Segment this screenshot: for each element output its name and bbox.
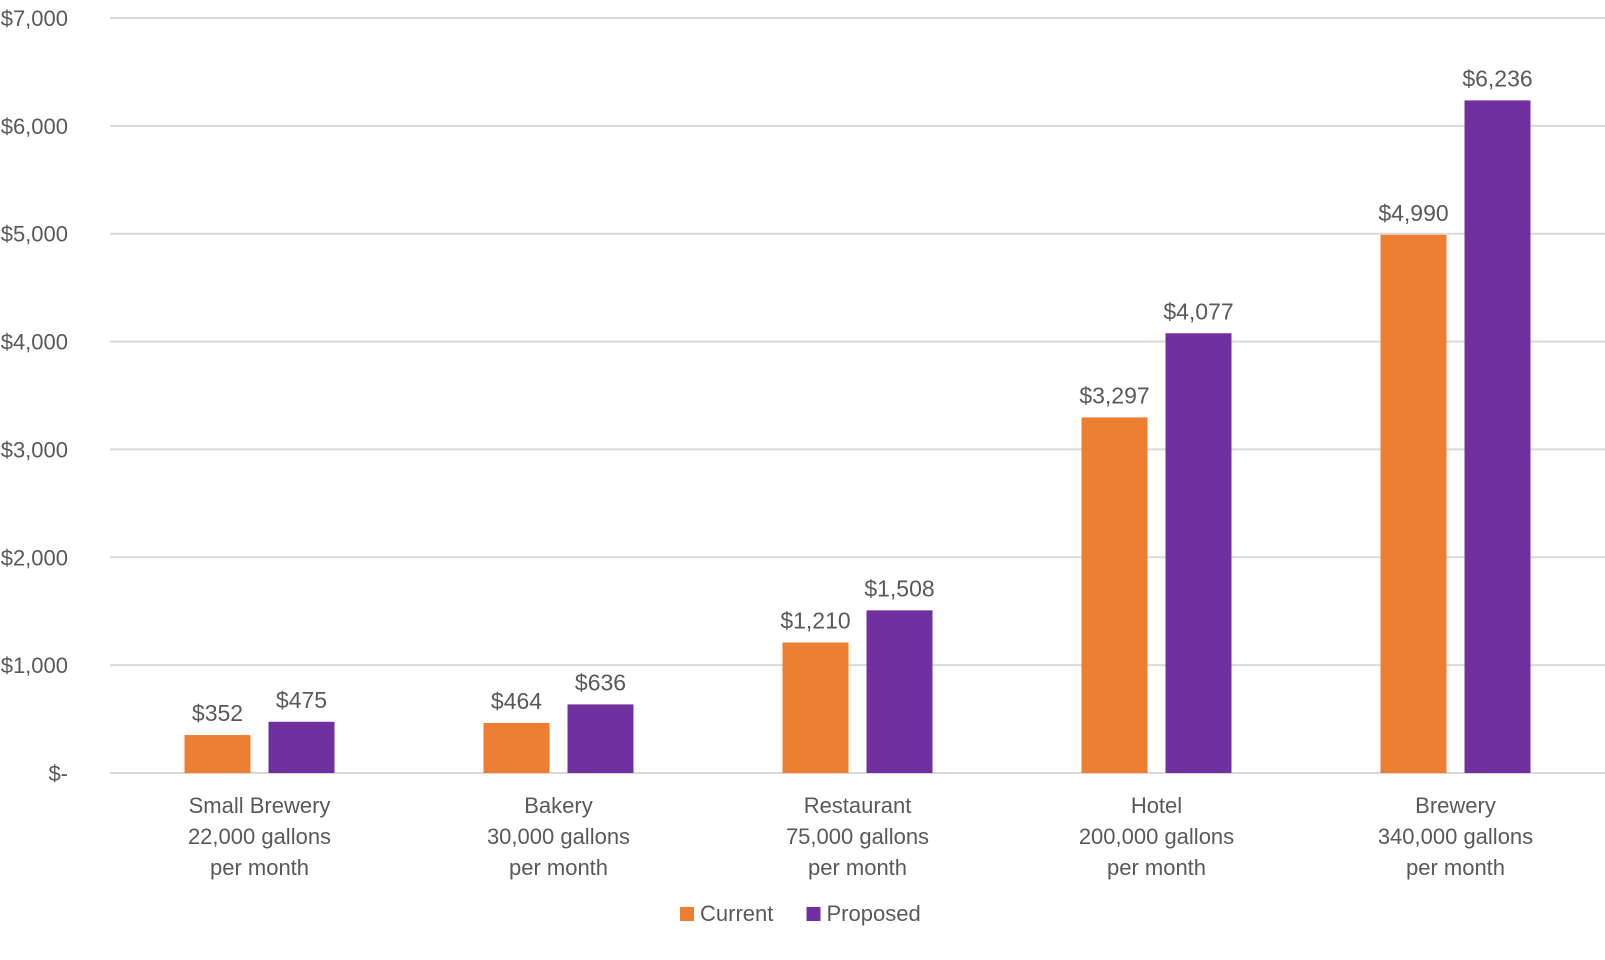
bars	[184, 100, 1531, 774]
category-label: Small Brewery 22,000 gallons per month	[188, 793, 331, 880]
category-label-line: Hotel	[1131, 793, 1182, 818]
category-label-line: per month	[1107, 855, 1206, 880]
data-label: $1,508	[864, 575, 934, 601]
y-tick-label: $6,000	[1, 114, 68, 139]
y-tick-label: $5,000	[1, 222, 68, 247]
category-label: Bakery 30,000 gallons per month	[487, 793, 630, 880]
category-label-line: 340,000 gallons	[1378, 824, 1533, 849]
category-label-line: per month	[210, 855, 309, 880]
data-label: $4,990	[1378, 200, 1448, 226]
category-labels: Small Brewery 22,000 gallons per monthBake…	[188, 793, 1533, 880]
category-label-line: Bakery	[524, 793, 592, 818]
data-label: $4,077	[1163, 298, 1233, 324]
legend: Current Proposed	[680, 901, 921, 926]
data-label: $352	[192, 700, 243, 726]
bar-current	[1081, 417, 1148, 773]
y-tick-label: $4,000	[1, 330, 68, 355]
category-label-line: per month	[509, 855, 608, 880]
y-tick-label: $3,000	[1, 437, 68, 462]
y-tick-label: $-	[48, 761, 68, 786]
category-label-line: per month	[1406, 855, 1505, 880]
y-tick-label: $1,000	[1, 653, 68, 678]
bar-proposed	[1464, 100, 1531, 774]
bar-proposed	[567, 704, 634, 773]
bar-proposed	[268, 721, 335, 773]
data-label: $464	[491, 688, 542, 714]
category-label-line: Small Brewery	[189, 793, 331, 818]
y-tick-label: $2,000	[1, 545, 68, 570]
legend-label-proposed: Proposed	[827, 901, 921, 926]
category-label-line: Restaurant	[804, 793, 912, 818]
category-label-line: Brewery	[1415, 793, 1496, 818]
category-label: Restaurant 75,000 gallons per month	[786, 793, 929, 880]
legend-swatch-current	[680, 907, 694, 921]
bar-proposed	[1165, 333, 1232, 773]
bar-proposed	[866, 610, 933, 773]
gridlines	[110, 17, 1605, 774]
category-label: Hotel 200,000 gallons per month	[1079, 793, 1234, 880]
bar-current	[483, 722, 550, 773]
bar-current	[1380, 234, 1447, 774]
category-label-line: 75,000 gallons	[786, 824, 929, 849]
bar-current	[184, 735, 251, 773]
data-label: $6,236	[1462, 65, 1532, 91]
data-label: $3,297	[1079, 382, 1149, 408]
legend-label-current: Current	[700, 901, 773, 926]
category-label-line: 22,000 gallons	[188, 824, 331, 849]
category-label: Brewery 340,000 gallons per month	[1378, 793, 1533, 880]
category-label-line: 200,000 gallons	[1079, 824, 1234, 849]
bar-current	[782, 642, 849, 773]
data-label: $475	[276, 687, 327, 713]
data-label: $1,210	[780, 607, 850, 633]
category-label-line: per month	[808, 855, 907, 880]
y-axis-tick-labels: $- $1,000 $2,000 $3,000 $4,000 $5,000 $6,000 $7…	[1, 6, 68, 786]
legend-swatch-proposed	[806, 907, 821, 921]
y-tick-label: $7,000	[1, 6, 68, 31]
data-labels: $352 $475 $464 $636 $1,210 $1,508 $3,297 $4,077…	[192, 65, 1533, 726]
category-label-line: 30,000 gallons	[487, 824, 630, 849]
data-label: $636	[575, 669, 626, 695]
